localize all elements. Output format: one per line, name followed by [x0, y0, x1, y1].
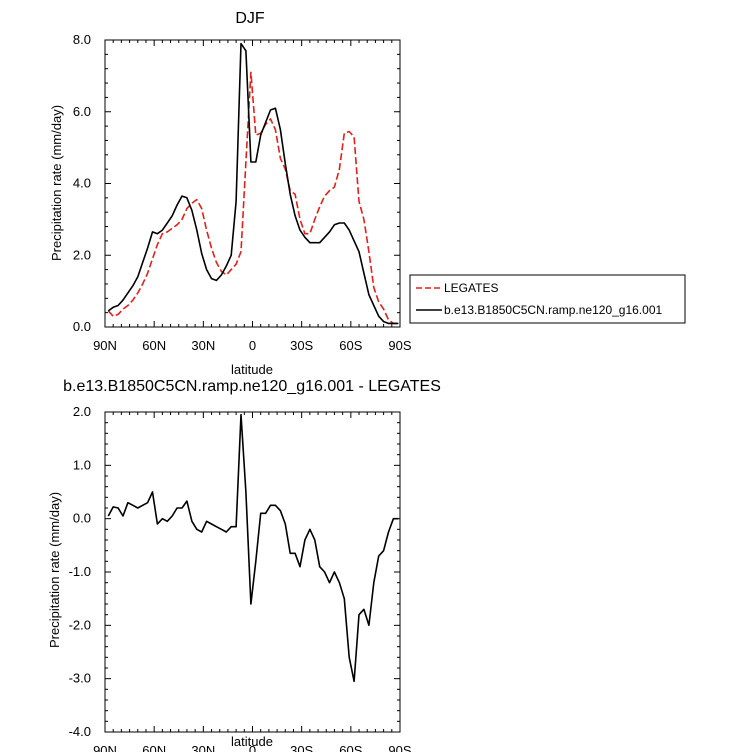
- bottom-chart-title: b.e13.B1850C5CN.ramp.ne120_g16.001 - LEG…: [63, 378, 441, 395]
- bottom-x-axis-label: latitude: [231, 734, 273, 749]
- top-x-tick-label: 60N: [142, 338, 166, 353]
- bottom-x-tick-label: 90S: [388, 743, 411, 752]
- bottom-y-tick-label: 0.0: [73, 511, 91, 526]
- top-x-tick-label: 90N: [93, 338, 117, 353]
- top-y-axis-label: Precipitation rate (mm/day): [49, 105, 64, 261]
- legend: LEGATES b.e13.B1850C5CN.ramp.ne120_g16.0…: [409, 274, 686, 324]
- top-y-tick-label: 0.0: [73, 319, 91, 334]
- bottom-x-tick-label: 30S: [290, 743, 313, 752]
- legend-label-model: b.e13.B1850C5CN.ramp.ne120_g16.001: [444, 303, 662, 317]
- bottom-x-tick-label: 60S: [339, 743, 362, 752]
- bottom-plot-frame: [104, 411, 401, 733]
- top-y-tick-label: 2.0: [73, 247, 91, 262]
- bottom-y-tick-label: 2.0: [73, 404, 91, 419]
- bottom-y-axis-label: Precipitation rate (mm/day): [47, 492, 62, 648]
- top-x-axis-label: latitude: [231, 362, 273, 377]
- bottom-y-tick-label: -1.0: [69, 564, 91, 579]
- bottom-plot-area: 90N 60N 30N 0 30S 60S 90S -4.0 -3.0 -2.0 -1.0 0.0 1.…: [69, 404, 412, 752]
- top-chart-title: DJF: [235, 10, 265, 27]
- top-x-tick-label: 90S: [388, 338, 411, 353]
- top-y-tick-label: 8.0: [73, 32, 91, 47]
- top-series-line-1: [107, 71, 399, 325]
- bottom-x-tick-label: 90N: [93, 743, 117, 752]
- bottom-series-line-1: [107, 413, 399, 683]
- bottom-panel: b.e13.B1850C5CN.ramp.ne120_g16.001 - LEG…: [47, 378, 441, 752]
- bottom-y-tick-label: 1.0: [73, 457, 91, 472]
- top-panel: DJF 90N 60N 30N 0 30S 60S 90S 0.0 2.0 4.0 6.0 8.0 l…: [49, 10, 412, 377]
- legend-label-legates: LEGATES: [444, 281, 498, 295]
- bottom-x-tick-label: 0: [249, 743, 256, 752]
- top-plot-area: 90N 60N 30N 0 30S 60S 90S 0.0 2.0 4.0 6.0 8.0: [73, 32, 412, 353]
- top-x-tick-label: 30S: [290, 338, 313, 353]
- top-x-tick-label: 30N: [191, 338, 215, 353]
- top-y-tick-label: 6.0: [73, 104, 91, 119]
- top-y-tick-label: 4.0: [73, 176, 91, 191]
- legend-box: [409, 274, 686, 324]
- top-x-tick-label: 0: [249, 338, 256, 353]
- top-x-tick-label: 60S: [339, 338, 362, 353]
- bottom-y-tick-label: -2.0: [69, 617, 91, 632]
- bottom-x-tick-label: 30N: [191, 743, 215, 752]
- bottom-y-tick-label: -3.0: [69, 671, 91, 686]
- bottom-y-tick-label: -4.0: [69, 724, 91, 739]
- top-series-line-2: [107, 42, 399, 325]
- bottom-x-tick-label: 60N: [142, 743, 166, 752]
- top-plot-frame: [104, 39, 401, 328]
